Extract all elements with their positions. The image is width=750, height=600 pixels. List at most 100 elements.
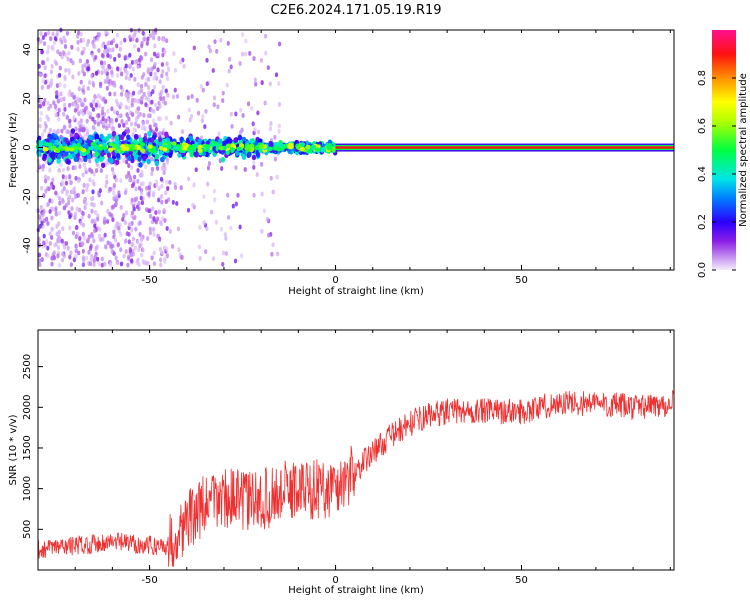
spectrogram-scatter xyxy=(205,81,209,87)
spectrogram-blob xyxy=(43,146,49,152)
spectrogram-blob xyxy=(229,147,236,152)
snr-panel: -50 0 50 500 1000 1500 2000 2500 Height of str… xyxy=(8,329,675,596)
spectrogram-scatter xyxy=(177,247,181,253)
spectrogram-scatter xyxy=(46,44,51,50)
spectrogram-scatter xyxy=(85,59,90,64)
x-tick-label: 50 xyxy=(515,275,528,286)
spectrogram-scatter xyxy=(50,226,54,232)
spectrogram-band xyxy=(158,141,163,148)
spectrogram-scatter xyxy=(64,67,68,73)
spectrogram-scatter xyxy=(139,83,144,89)
spectrogram-scatter xyxy=(100,110,105,116)
spectrogram-scatter xyxy=(265,216,269,222)
spectrogram-scatter xyxy=(54,112,58,118)
spectrogram-scatter xyxy=(54,211,58,217)
spectrogram-scatter xyxy=(226,40,230,46)
spectrogram-scatter xyxy=(99,95,103,101)
spectrogram-scatter xyxy=(110,117,114,123)
spectrogram-band xyxy=(146,158,151,165)
spectrogram-scatter xyxy=(188,117,192,123)
spectrogram-band xyxy=(251,154,257,161)
spectrogram-scatter xyxy=(160,199,164,205)
spectrogram-scatter xyxy=(81,111,85,117)
spectrogram-scatter xyxy=(59,91,63,97)
spectrogram-scatter xyxy=(114,222,118,228)
spectrogram-scatter xyxy=(100,43,104,49)
spectrogram-scatter xyxy=(147,191,151,197)
spectrogram-scatter xyxy=(165,159,169,165)
spectrogram-scatter xyxy=(61,167,66,173)
spectrogram-scatter xyxy=(117,190,121,196)
spectrogram-scatter xyxy=(55,231,59,237)
spectrogram-scatter xyxy=(230,123,234,129)
spectrogram-scatter xyxy=(123,68,127,74)
spectrogram-scatter xyxy=(157,186,161,192)
spectrogram-scatter xyxy=(73,102,77,108)
spectrogram-scatter xyxy=(213,39,217,44)
spectrogram-band xyxy=(189,151,194,158)
spectrogram-scatter xyxy=(97,113,101,118)
spectrogram-scatter xyxy=(158,257,163,263)
spectrogram-scatter xyxy=(105,219,110,224)
spectrogram-scatter xyxy=(274,72,279,78)
spectrogram-scatter xyxy=(260,191,264,197)
spectrogram-scatter xyxy=(57,116,61,122)
spectrogram-scatter xyxy=(160,250,164,255)
spectrogram-frame xyxy=(37,29,675,271)
spectrogram-scatter xyxy=(128,62,133,68)
spectrogram-scatter xyxy=(127,116,131,122)
spectrogram-scatter xyxy=(67,200,71,206)
spectrogram-scatter xyxy=(52,100,56,106)
spectrogram-scatter xyxy=(134,117,138,123)
spectrogram-scatter xyxy=(61,251,65,257)
spectrogram-scatter xyxy=(74,243,78,249)
spectrogram-scatter xyxy=(81,231,85,237)
spectrogram-scatter xyxy=(214,219,219,225)
spectrogram-scatter xyxy=(92,262,96,268)
spectrogram-band xyxy=(127,155,132,162)
spectrogram-scatter xyxy=(159,262,163,268)
spectrogram-scatter xyxy=(83,133,87,139)
spectrogram-scatter xyxy=(46,245,50,251)
spectrogram-scatter xyxy=(57,167,61,173)
spectrogram-scatter xyxy=(119,204,123,210)
spectrogram-scatter xyxy=(93,254,97,260)
spectrogram-scatter xyxy=(227,68,231,74)
spectrogram-scatter xyxy=(115,43,119,49)
spectrogram-band xyxy=(115,152,121,159)
spectrogram-scatter xyxy=(115,32,119,38)
spectrogram-blob xyxy=(254,145,260,150)
spectrogram-scatter xyxy=(74,234,78,240)
spectrogram-scatter xyxy=(119,178,123,183)
spectrogram-scatter xyxy=(56,238,60,244)
spectrogram-scatter xyxy=(130,165,134,170)
spectrogram-scatter xyxy=(270,251,274,257)
spectrogram-scatter xyxy=(165,253,170,259)
spectrogram-scatter xyxy=(160,165,164,171)
spectrogram-scatter xyxy=(166,93,170,98)
spectrogram-scatter xyxy=(152,250,156,256)
spectrogram-band xyxy=(138,162,143,168)
spectrogram-scatter xyxy=(191,202,195,208)
spectrogram-scatter xyxy=(74,126,78,132)
spectrogram-scatter xyxy=(164,88,168,94)
spectrogram-scatter xyxy=(163,100,168,106)
spectrogram-blob xyxy=(236,146,242,152)
spectrogram-scatter xyxy=(157,116,161,122)
spectrogram-scatter xyxy=(189,113,194,119)
spectrogram-scatter xyxy=(122,122,126,128)
spectrogram-band xyxy=(106,152,112,158)
spectrogram-scatter xyxy=(138,232,142,237)
spectrogram-blob xyxy=(140,148,146,153)
spectrogram-scatter xyxy=(221,98,225,103)
spectrogram-scatter xyxy=(156,106,160,112)
spectrogram-scatter xyxy=(131,66,135,72)
spectrogram-scatter xyxy=(81,102,85,108)
spectrogram-scatter xyxy=(145,41,149,46)
spectrogram-scatter xyxy=(165,76,170,82)
spectrogram-scatter xyxy=(162,170,166,175)
spectrogram-scatter xyxy=(57,210,62,216)
spectrogram-scatter xyxy=(130,102,134,108)
spectrogram-scatter xyxy=(80,50,84,56)
spectrogram-scatter xyxy=(118,46,122,52)
